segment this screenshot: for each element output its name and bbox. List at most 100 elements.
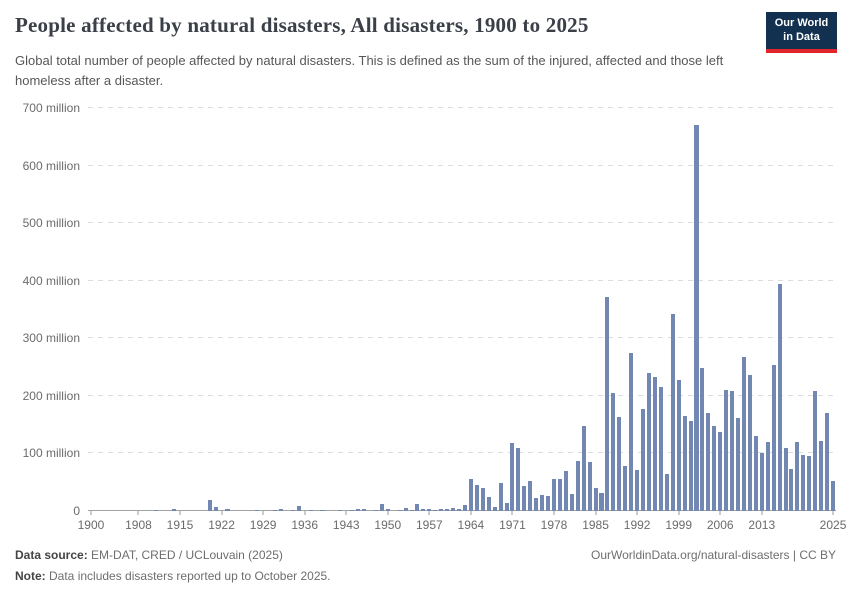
bar-1977[interactable]: [546, 496, 551, 511]
bar-1993[interactable]: [641, 409, 646, 511]
bar-1957[interactable]: [427, 509, 432, 511]
bar-1975[interactable]: [534, 498, 539, 511]
bar-2004[interactable]: [706, 412, 711, 511]
x-tick-label: 2013: [748, 518, 776, 532]
bar-1956[interactable]: [421, 509, 426, 511]
bar-2010[interactable]: [741, 356, 746, 511]
bar-1920[interactable]: [207, 499, 212, 511]
bar-1974[interactable]: [528, 481, 533, 511]
bar-1973[interactable]: [522, 485, 527, 511]
bar-1972[interactable]: [516, 447, 521, 511]
bar-1982[interactable]: [575, 460, 580, 511]
bar-1985[interactable]: [593, 487, 598, 511]
bar-1939[interactable]: [320, 510, 325, 511]
bar-1949[interactable]: [379, 504, 384, 511]
bar-1911[interactable]: [154, 509, 159, 511]
bar-1999[interactable]: [676, 380, 681, 511]
bar-1964[interactable]: [468, 479, 473, 511]
bar-1971[interactable]: [510, 443, 515, 511]
bar-2005[interactable]: [712, 426, 717, 511]
bar-1923[interactable]: [225, 509, 230, 511]
bar-1980[interactable]: [563, 470, 568, 511]
bar-2022[interactable]: [813, 391, 818, 511]
bar-1948[interactable]: [373, 510, 378, 511]
bar-1968[interactable]: [492, 506, 497, 511]
bar-1960[interactable]: [445, 508, 450, 511]
bar-2018[interactable]: [789, 468, 794, 511]
bar-2015[interactable]: [771, 365, 776, 511]
bar-2023[interactable]: [819, 441, 824, 511]
bar-1945[interactable]: [356, 509, 361, 511]
bar-1987[interactable]: [605, 297, 610, 511]
bar-2020[interactable]: [801, 455, 806, 511]
bar-1958[interactable]: [433, 509, 438, 511]
bar-1995[interactable]: [652, 376, 657, 511]
bar-1928[interactable]: [255, 510, 260, 511]
bar-1997[interactable]: [664, 474, 669, 511]
bar-1954[interactable]: [409, 509, 414, 511]
bar-1967[interactable]: [486, 496, 491, 511]
x-tick-label: 1915: [166, 518, 194, 532]
bar-1966[interactable]: [480, 487, 485, 511]
bar-1988[interactable]: [611, 392, 616, 511]
gridline: [88, 222, 836, 224]
bar-1935[interactable]: [296, 506, 301, 511]
bar-1914[interactable]: [172, 509, 177, 511]
bar-2019[interactable]: [795, 441, 800, 511]
bar-1969[interactable]: [498, 482, 503, 511]
bar-1961[interactable]: [451, 508, 456, 511]
bar-1959[interactable]: [439, 508, 444, 511]
bar-2006[interactable]: [718, 432, 723, 511]
bar-1996[interactable]: [658, 386, 663, 511]
bar-2025[interactable]: [831, 481, 836, 511]
bar-1963[interactable]: [462, 504, 467, 511]
bar-2000[interactable]: [682, 416, 687, 511]
bar-1981[interactable]: [569, 494, 574, 511]
owid-link[interactable]: OurWorldinData.org/natural-disasters | C…: [591, 548, 836, 562]
bar-1946[interactable]: [362, 508, 367, 511]
bar-1944[interactable]: [350, 510, 355, 511]
bar-1994[interactable]: [646, 372, 651, 511]
bar-2013[interactable]: [759, 453, 764, 511]
bar-1962[interactable]: [457, 508, 462, 511]
bar-2008[interactable]: [730, 391, 735, 511]
bar-1965[interactable]: [474, 484, 479, 511]
bar-1970[interactable]: [504, 502, 509, 511]
owid-logo[interactable]: Our World in Data: [766, 12, 837, 53]
bar-2014[interactable]: [765, 441, 770, 511]
bar-2024[interactable]: [825, 412, 830, 511]
bar-1989[interactable]: [617, 417, 622, 511]
bar-1991[interactable]: [629, 353, 634, 511]
bar-1942[interactable]: [338, 510, 343, 511]
bar-1979[interactable]: [557, 479, 562, 511]
bar-1986[interactable]: [599, 492, 604, 511]
bar-2002[interactable]: [694, 125, 699, 511]
bar-1952[interactable]: [397, 510, 402, 511]
bar-1921[interactable]: [213, 506, 218, 511]
bar-1978[interactable]: [551, 479, 557, 511]
bar-1932[interactable]: [278, 509, 283, 511]
bar-1990[interactable]: [623, 465, 628, 511]
bar-2003[interactable]: [700, 367, 705, 511]
bar-1953[interactable]: [403, 508, 408, 511]
bar-2017[interactable]: [783, 447, 788, 511]
bar-2011[interactable]: [747, 375, 752, 511]
bar-1992[interactable]: [635, 469, 640, 511]
bar-2021[interactable]: [807, 456, 812, 511]
bar-2007[interactable]: [724, 390, 729, 511]
bar-2001[interactable]: [688, 421, 693, 511]
bar-1984[interactable]: [587, 462, 592, 511]
bar-1976[interactable]: [540, 494, 545, 511]
bar-1934[interactable]: [290, 510, 295, 511]
bar-1950[interactable]: [385, 508, 390, 511]
plot-area: 1900 1908 1915 1922 1929 1936 1943 1950 1957 1964…: [78, 107, 846, 532]
bar-1931[interactable]: [272, 510, 277, 511]
bar-2016[interactable]: [777, 283, 782, 511]
bar-1983[interactable]: [581, 425, 586, 511]
bar-1998[interactable]: [670, 314, 675, 511]
bar-2009[interactable]: [736, 417, 741, 511]
bar-1937[interactable]: [308, 509, 313, 511]
bar-1955[interactable]: [415, 503, 420, 511]
x-tick-mark: [387, 511, 389, 515]
bar-2012[interactable]: [753, 435, 758, 511]
